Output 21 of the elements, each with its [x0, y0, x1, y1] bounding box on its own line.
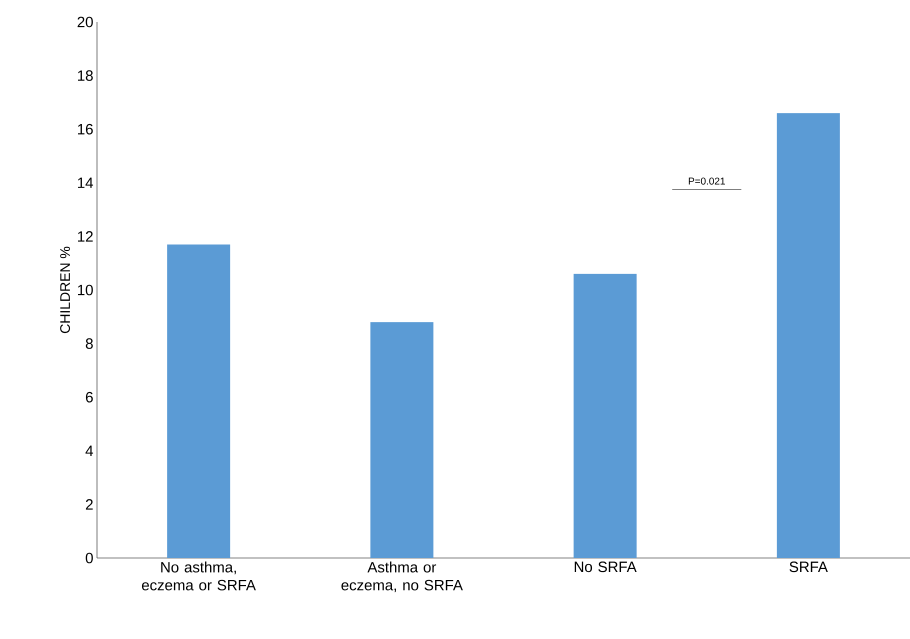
x-tick-label: Asthma or eczema, no SRFA	[341, 562, 463, 592]
y-tick-label: 8	[86, 338, 93, 349]
x-tick-label: SRFA	[790, 562, 828, 572]
y-tick-label: 2	[86, 499, 93, 510]
y-tick-label: 12	[78, 231, 93, 242]
y-tick-label: 4	[86, 446, 94, 456]
y-tick-label: 10	[78, 284, 93, 296]
bar	[167, 244, 230, 558]
bar	[776, 113, 840, 558]
y-tick-label: 16	[78, 124, 93, 134]
bar	[370, 322, 434, 558]
y-axis-title: CHILDREN %	[60, 246, 70, 334]
bar	[574, 274, 637, 558]
y-tick-label: 20	[78, 16, 93, 28]
x-tick-label: No asthma, eczema or SRFA	[142, 562, 256, 590]
y-tick-label: 0	[86, 552, 93, 564]
y-tick-label: 6	[86, 392, 93, 402]
y-tick-label: 14	[78, 178, 94, 188]
y-tick-label: 18	[78, 70, 93, 81]
annotation: P=0.021	[688, 178, 725, 185]
x-tick-label: No SRFA	[574, 562, 637, 572]
